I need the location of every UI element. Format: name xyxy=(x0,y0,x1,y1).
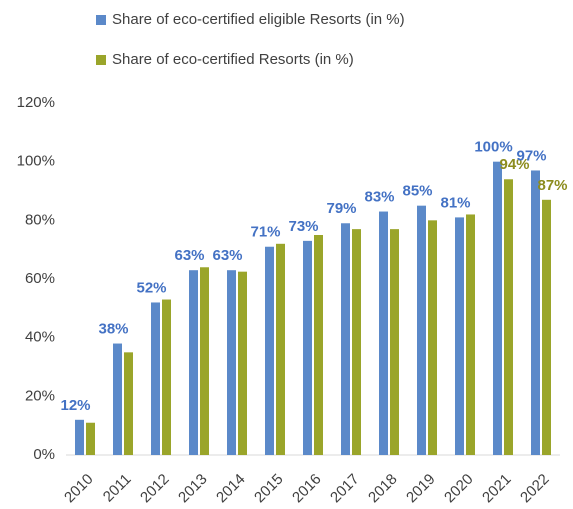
bar xyxy=(151,302,160,455)
data-label: 12% xyxy=(60,397,90,414)
bar xyxy=(303,240,312,455)
bar xyxy=(379,211,388,455)
bar xyxy=(493,161,502,455)
bar xyxy=(341,223,350,455)
x-tick-label: 2017 xyxy=(327,471,363,507)
bar xyxy=(390,229,399,455)
bar xyxy=(314,235,323,455)
bar xyxy=(227,270,236,455)
bar xyxy=(113,343,122,455)
x-tick-label: 2019 xyxy=(403,471,439,507)
x-tick-label: 2022 xyxy=(517,471,553,507)
legend-label: Share of eco-certified Resorts (in %) xyxy=(112,51,354,68)
data-label: 97% xyxy=(516,147,546,164)
data-label: 38% xyxy=(98,321,128,338)
y-tick-label: 100% xyxy=(17,153,55,170)
data-label: 83% xyxy=(364,189,394,206)
x-tick-label: 2011 xyxy=(100,471,135,506)
x-tick-label: 2012 xyxy=(137,471,173,507)
data-label: 63% xyxy=(212,247,242,264)
bar xyxy=(162,299,171,455)
x-tick-label: 2018 xyxy=(365,471,401,507)
bar xyxy=(75,419,84,455)
bar xyxy=(542,199,551,455)
data-label: 100% xyxy=(474,139,512,156)
x-tick-label: 2016 xyxy=(289,471,325,507)
data-label: 79% xyxy=(326,200,356,217)
bar xyxy=(504,179,513,455)
x-tick-label: 2014 xyxy=(213,471,249,507)
bar xyxy=(276,243,285,455)
bar xyxy=(455,217,464,455)
y-tick-label: 60% xyxy=(25,270,55,287)
bar xyxy=(531,170,540,455)
bar xyxy=(86,422,95,455)
y-tick-label: 120% xyxy=(17,94,55,111)
data-label: 73% xyxy=(288,218,318,235)
y-tick-label: 40% xyxy=(25,329,55,346)
x-tick-label: 2015 xyxy=(251,471,287,507)
data-label: 87% xyxy=(537,177,567,194)
legend-swatch xyxy=(96,15,106,25)
data-label: 52% xyxy=(136,279,166,296)
x-tick-label: 2021 xyxy=(479,471,515,507)
bar xyxy=(200,267,209,455)
bar xyxy=(428,220,437,455)
bar xyxy=(265,246,274,455)
bar xyxy=(124,352,133,455)
y-tick-label: 20% xyxy=(25,387,55,404)
data-label: 63% xyxy=(174,247,204,264)
bar xyxy=(417,205,426,455)
legend-label: Share of eco-certified eligible Resorts … xyxy=(112,11,405,28)
data-label: 81% xyxy=(440,194,470,211)
data-label: 94% xyxy=(499,156,529,173)
x-tick-label: 2010 xyxy=(61,471,97,507)
x-tick-label: 2020 xyxy=(441,471,477,507)
bar xyxy=(466,214,475,455)
data-label: 71% xyxy=(250,224,280,241)
y-tick-label: 80% xyxy=(25,211,55,228)
bar xyxy=(352,229,361,455)
y-tick-label: 0% xyxy=(33,446,55,463)
x-tick-label: 2013 xyxy=(175,471,211,507)
data-label: 85% xyxy=(402,183,432,200)
bar xyxy=(238,271,247,455)
legend-swatch xyxy=(96,55,106,65)
bar xyxy=(189,270,198,455)
